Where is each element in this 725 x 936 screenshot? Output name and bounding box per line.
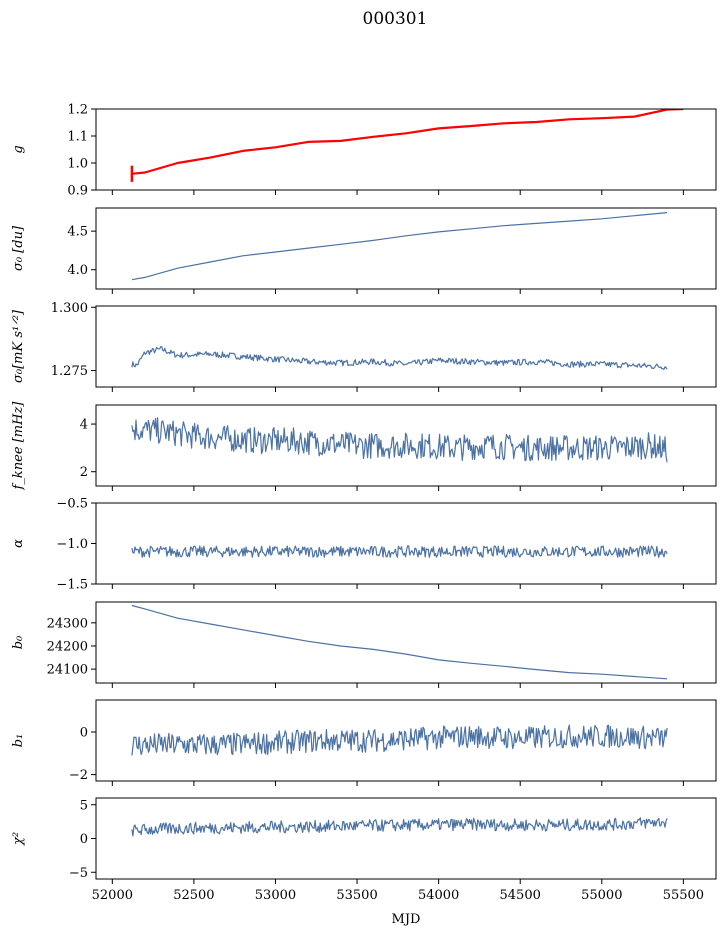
y-axis-label-5: α xyxy=(11,539,26,548)
y-tick-label: −0.5 xyxy=(56,497,88,512)
panel-frame-4 xyxy=(95,404,717,487)
y-tick-label: 1.300 xyxy=(51,301,88,316)
series-6-1 xyxy=(131,604,668,680)
y-tick-label: 5 xyxy=(80,798,88,813)
x-tick-label: 55500 xyxy=(663,888,704,903)
y-tick-label: 1.1 xyxy=(67,130,88,145)
y-tick-label: 1.2 xyxy=(67,103,88,118)
x-tick-label: 52500 xyxy=(173,888,214,903)
panel-8: −5 0 5 52000 52500 53000 53500 54000 54500 55000 5… xyxy=(11,797,717,903)
panel-1: 0.9 1.0 1.1 1.2 g xyxy=(11,103,717,199)
x-tick-label: 53500 xyxy=(336,888,377,903)
panel-frame-7 xyxy=(95,699,717,782)
y-tick-label: 24100 xyxy=(47,663,88,678)
series-2-1 xyxy=(131,212,668,281)
y-axis-label-6: b₀ xyxy=(11,635,26,649)
series-8-1 xyxy=(131,817,668,837)
y-tick-label: 1.0 xyxy=(67,157,88,172)
x-tick-label: 53000 xyxy=(255,888,296,903)
series-1-2 xyxy=(131,109,684,175)
series-5-1 xyxy=(131,545,668,558)
series-7-1 xyxy=(131,724,668,756)
y-tick-label: −1.0 xyxy=(56,537,88,552)
y-tick-label: 2 xyxy=(80,465,88,480)
panel-frame-1 xyxy=(95,108,717,191)
y-tick-label: 4.5 xyxy=(67,225,88,240)
y-tick-label: 24200 xyxy=(47,639,88,654)
series-3-1 xyxy=(131,346,668,370)
panel-frame-8 xyxy=(95,797,717,880)
y-axis-label-7: b₁ xyxy=(11,734,26,748)
y-tick-label: 4 xyxy=(80,418,88,433)
x-tick-label: 54500 xyxy=(500,888,541,903)
y-tick-label: −1.5 xyxy=(56,578,88,593)
y-axis-label-1: g xyxy=(11,145,26,153)
series-4-1 xyxy=(131,417,668,463)
panel-4: 2 4 f_knee [mHz] xyxy=(11,401,717,491)
y-tick-label: 1.275 xyxy=(51,364,88,379)
panel-frame-3 xyxy=(95,305,717,388)
y-tick-label: 0.9 xyxy=(67,184,88,199)
x-axis-label: MJD xyxy=(392,912,421,927)
x-tick-label: 52000 xyxy=(92,888,133,903)
panel-2: 4.0 4.5 σ₀ [du] xyxy=(11,207,717,294)
panels: 0.9 1.0 1.1 1.2 g 4.0 4.5 σ₀ [du] 1.275 1.300 σ₀[m… xyxy=(11,103,717,903)
x-tick-label: 54000 xyxy=(418,888,459,903)
y-tick-label: 0 xyxy=(80,725,88,740)
y-tick-label: −5 xyxy=(69,866,88,881)
x-tick-label: 55000 xyxy=(581,888,622,903)
y-tick-label: −2 xyxy=(69,768,88,783)
panel-frame-6 xyxy=(95,601,717,684)
y-axis-label-8: χ² xyxy=(11,832,26,846)
y-axis-label-3: σ₀[mK s¹ᐟ²] xyxy=(11,309,26,383)
panel-5: −1.5 −1.0 −0.5 α xyxy=(11,497,717,593)
panel-frame-2 xyxy=(95,207,717,290)
panel-3: 1.275 1.300 σ₀[mK s¹ᐟ²] xyxy=(11,301,717,392)
y-tick-label: 24300 xyxy=(47,616,88,631)
panel-7: −2 0 b₁ xyxy=(11,699,717,786)
y-tick-label: 4.0 xyxy=(67,263,88,278)
y-tick-label: 0 xyxy=(80,832,88,847)
figure-title: 000301 xyxy=(363,9,428,29)
y-axis-label-2: σ₀ [du] xyxy=(11,225,26,271)
panel-frame-5 xyxy=(95,502,717,585)
y-axis-label-4: f_knee [mHz] xyxy=(11,401,26,491)
panel-6: 24100 24200 24300 b₀ xyxy=(11,601,717,688)
